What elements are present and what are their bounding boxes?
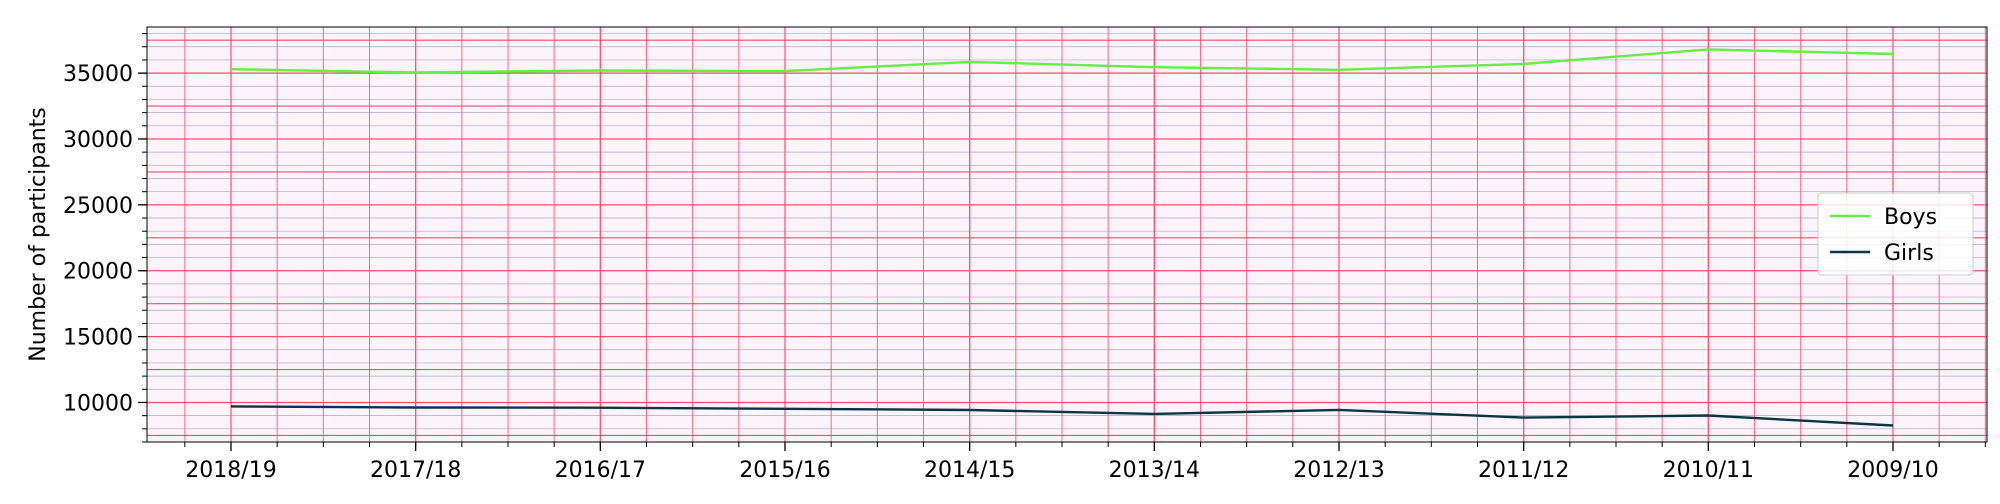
- x-axis: 2018/19 2017/18 2016/17 2015/16 2014/15 2013/…: [184, 442, 1986, 483]
- y-tick-label: 35000: [63, 62, 133, 87]
- y-tick-label: 25000: [63, 194, 133, 219]
- x-tick-label: 2015/16: [739, 458, 830, 483]
- series-layer: [230, 48, 1894, 427]
- x-tick-label: 2017/18: [370, 458, 461, 483]
- x-tick-label: 2013/14: [1109, 458, 1200, 483]
- y-axis-label: Number of participants: [26, 107, 51, 361]
- legend-label-girls: Girls: [1884, 241, 1934, 266]
- y-tick-label: 10000: [63, 391, 133, 416]
- legend-label-boys: Boys: [1884, 205, 1937, 230]
- y-tick-label: 15000: [63, 326, 133, 351]
- x-tick-label: 2010/11: [1663, 458, 1754, 483]
- x-tick-label: 2009/10: [1847, 458, 1938, 483]
- series-line-girls: [230, 405, 1894, 427]
- plot-area: [147, 27, 1987, 442]
- x-tick-label: 2018/19: [185, 458, 276, 483]
- x-tick-label: 2012/13: [1293, 458, 1384, 483]
- series-line-boys: [230, 48, 1894, 74]
- x-tick-label: 2014/15: [924, 458, 1015, 483]
- legend-box: [1817, 192, 1974, 276]
- x-tick-label: 2011/12: [1478, 458, 1569, 483]
- x-tick-label: 2016/17: [555, 458, 646, 483]
- legend: Boys Girls: [1817, 192, 1974, 276]
- y-tick-label: 30000: [63, 128, 133, 153]
- y-tick-label: 20000: [63, 260, 133, 285]
- y-axis: 10000 15000 20000 25000 30000 35000: [63, 33, 147, 443]
- major-grid: [147, 27, 1987, 442]
- plot-frame: [146, 26, 1988, 443]
